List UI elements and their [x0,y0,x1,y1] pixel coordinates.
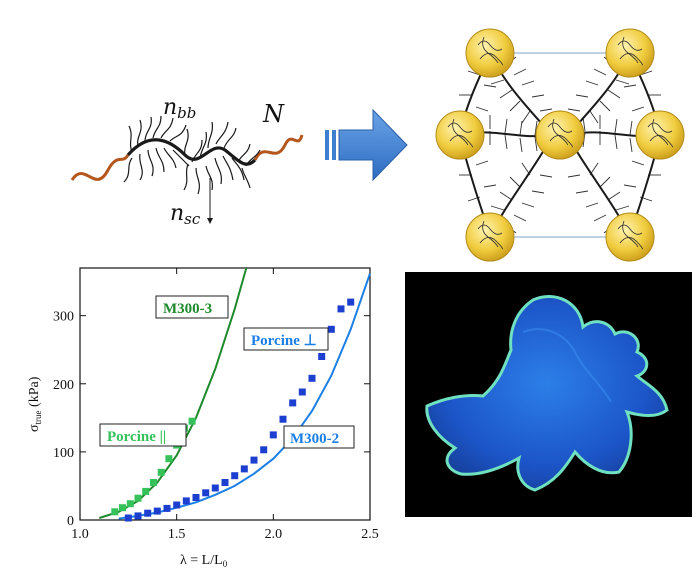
data-point [188,417,196,425]
data-point [192,494,200,501]
bottlebrush-network-icon [435,28,685,262]
nsc-label: n [170,201,184,226]
annotation-m300-2: M300-2 [283,425,355,449]
x-tick-label: 1.0 [71,527,89,542]
data-point [308,374,316,382]
data-point [211,484,219,492]
data-point [182,497,190,505]
annotation-m300-3: M300-3 [155,295,229,319]
y-tick-label: 300 [53,310,74,325]
data-point [221,479,229,486]
plot-frame [79,267,371,521]
svg-text:M300-2: M300-2 [290,431,339,447]
data-point [150,479,157,486]
n-block-label: N [262,100,285,128]
annotation-porcine-perp: Porcine ⊥ [243,327,329,351]
data-point [269,431,277,439]
data-point [153,507,161,515]
data-point [165,455,173,463]
data-point [318,353,326,360]
y-tick-label: 200 [53,378,74,393]
data-point [119,504,126,512]
data-point [202,489,210,497]
nsc-sub: sc [184,210,201,228]
data-point [173,501,181,509]
gel-photo [405,272,692,517]
y-axis-title: σtrue (kPa) [27,376,43,432]
stress-strain-chart: 1.0 1.5 2.0 2.5 0 100 200 300 σtrue (kPa) λ = L… [0,262,395,580]
bottlebrush-polymer-icon: nbb nsc N [70,95,304,228]
svg-text:nbb: nbb [163,95,196,122]
butterfly-gel-image [425,294,669,492]
data-point [231,472,239,480]
svg-text:Porcine ⊥: Porcine ⊥ [251,333,317,349]
x-tick-label: 2.5 [361,527,379,542]
data-point [144,509,152,517]
network-nodes [435,28,685,262]
data-point [298,388,306,396]
x-tick-label: 2.0 [265,527,283,542]
data-point [240,465,248,473]
right-arrow-icon [325,108,408,182]
data-point [126,500,134,508]
data-point [250,456,258,464]
data-point [134,512,142,520]
data-point [260,446,268,454]
data-point [124,514,132,522]
x-axis-title: λ = L/L0 [180,553,228,569]
bottlebrush-polymer-panel: nbb nsc N [60,70,320,240]
y-tick-label: 0 [67,514,74,529]
svg-text:Porcine ||: Porcine || [107,429,166,445]
x-tick-label: 1.5 [168,527,186,542]
data-point [279,415,287,423]
stress-strain-chart-svg: 1.0 1.5 2.0 2.5 0 100 200 300 σtrue (kPa) λ = L… [27,267,379,569]
data-point [337,305,345,313]
y-tick-label: 100 [53,446,74,461]
svg-text:M300-3: M300-3 [163,301,212,317]
nbb-label: n [163,95,177,120]
data-point [142,487,150,495]
svg-text:nsc: nsc [170,201,201,228]
transition-arrow [325,108,410,183]
data-point [327,325,335,333]
bottlebrush-network-panel [420,15,699,270]
data-point [134,494,142,502]
data-point [157,468,165,476]
data-point [111,508,119,516]
data-point [289,399,297,407]
nbb-sub: bb [177,104,196,122]
data-point [347,298,355,306]
annotation-porcine-parallel: Porcine || [99,423,187,447]
data-point [163,504,171,512]
